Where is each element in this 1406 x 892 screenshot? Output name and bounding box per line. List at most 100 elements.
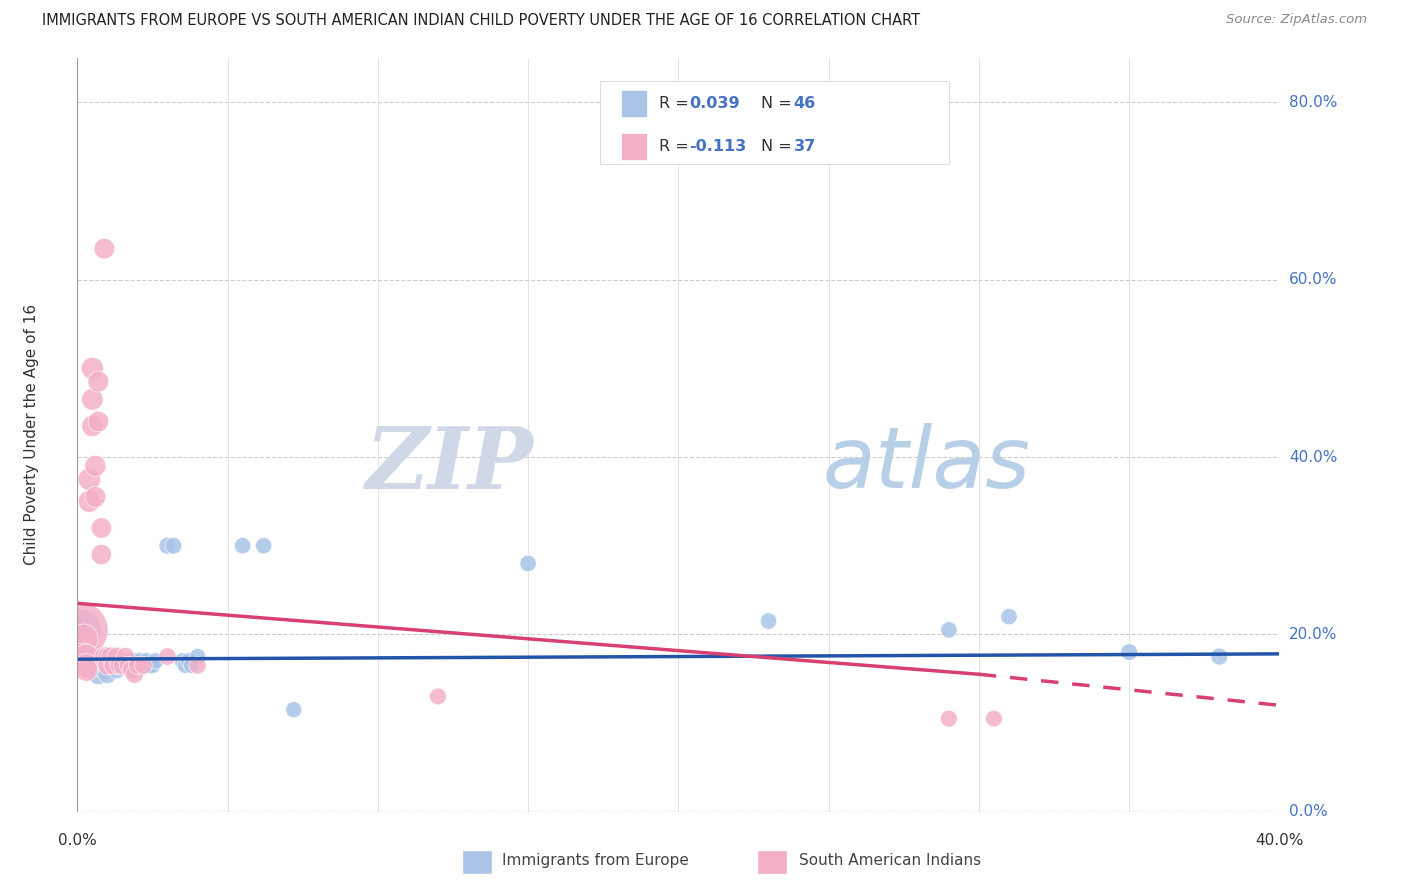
Point [84, 458, 107, 473]
Text: ZIP: ZIP [367, 423, 534, 507]
Point [145, 654, 167, 668]
Point [983, 712, 1005, 726]
Text: 40.0%: 40.0% [1256, 833, 1303, 847]
Point [156, 649, 179, 664]
Point [75, 663, 97, 677]
Text: N =: N = [761, 95, 797, 111]
Point [72, 640, 94, 655]
Point [103, 658, 125, 673]
Point [87, 667, 110, 681]
Point [87, 415, 110, 429]
Point [79, 472, 101, 486]
Point [124, 658, 146, 673]
Point [93, 663, 115, 677]
Point [96, 658, 118, 673]
Point [79, 494, 101, 508]
Point [108, 658, 131, 673]
Point [93, 649, 115, 664]
Point [82, 658, 104, 673]
Point [82, 419, 104, 434]
Point [87, 658, 110, 673]
Point [100, 649, 122, 664]
Point [135, 654, 157, 668]
Point [283, 703, 305, 717]
Point [172, 654, 194, 668]
Point [105, 649, 128, 664]
Text: 60.0%: 60.0% [1289, 272, 1337, 287]
Point [90, 654, 112, 668]
Point [117, 658, 139, 673]
Text: R =: R = [659, 138, 695, 153]
Point [72, 632, 94, 646]
Text: 40.0%: 40.0% [1289, 450, 1337, 465]
Point [1208, 649, 1230, 664]
Point [87, 375, 110, 389]
Text: 80.0%: 80.0% [1289, 95, 1337, 110]
Text: 0.0%: 0.0% [58, 833, 97, 847]
Point [427, 690, 450, 704]
Point [96, 649, 118, 664]
Text: N =: N = [761, 138, 797, 153]
Point [90, 521, 112, 535]
Point [124, 667, 146, 681]
Point [84, 490, 107, 504]
Point [127, 658, 149, 673]
Point [1118, 645, 1140, 659]
Point [75, 658, 97, 673]
Point [132, 658, 155, 673]
Bar [620, 89, 647, 117]
Bar [620, 133, 647, 160]
Point [186, 658, 209, 673]
Point [100, 654, 122, 668]
Point [103, 658, 125, 673]
Point [111, 658, 134, 673]
Point [998, 609, 1021, 624]
Point [93, 242, 115, 256]
Point [96, 667, 118, 681]
Text: -0.113: -0.113 [689, 138, 747, 153]
Text: Source: ZipAtlas.com: Source: ZipAtlas.com [1226, 13, 1367, 27]
Point [141, 658, 163, 673]
Point [132, 658, 155, 673]
Text: 37: 37 [794, 138, 815, 153]
Point [186, 649, 209, 664]
Bar [463, 850, 492, 874]
Text: 0.0%: 0.0% [1289, 805, 1327, 819]
Point [758, 614, 780, 628]
Text: 20.0%: 20.0% [1289, 627, 1337, 642]
Text: atlas: atlas [823, 424, 1031, 507]
Point [75, 649, 97, 664]
Point [177, 654, 200, 668]
Point [69, 623, 91, 637]
Point [82, 361, 104, 376]
Point [174, 658, 197, 673]
Point [114, 649, 136, 664]
Point [82, 649, 104, 664]
Point [79, 645, 101, 659]
Text: Child Poverty Under the Age of 16: Child Poverty Under the Age of 16 [24, 304, 39, 566]
Point [117, 658, 139, 673]
Point [120, 654, 142, 668]
Point [69, 623, 91, 637]
Point [90, 548, 112, 562]
Point [938, 712, 960, 726]
Point [120, 663, 142, 677]
Point [93, 649, 115, 664]
Point [232, 539, 254, 553]
Point [938, 623, 960, 637]
Point [138, 658, 160, 673]
Point [82, 392, 104, 407]
Point [111, 658, 134, 673]
Point [180, 658, 202, 673]
Point [129, 654, 152, 668]
Point [162, 539, 184, 553]
Point [108, 654, 131, 668]
Point [156, 539, 179, 553]
Point [114, 654, 136, 668]
Point [105, 663, 128, 677]
Text: R =: R = [659, 95, 695, 111]
Point [75, 649, 97, 664]
Bar [756, 850, 786, 874]
Point [127, 654, 149, 668]
Text: Immigrants from Europe: Immigrants from Europe [502, 854, 689, 868]
